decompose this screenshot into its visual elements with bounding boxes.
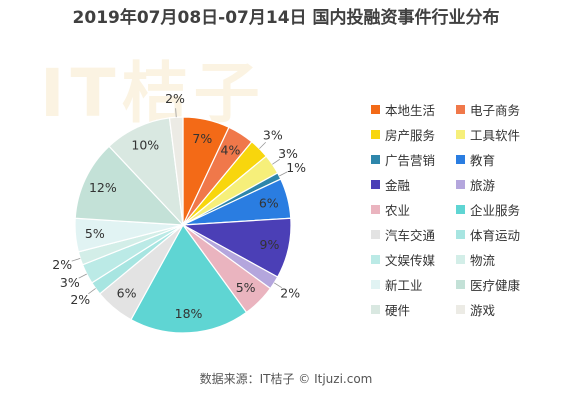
legend-item: 文娱传媒 [371,250,456,268]
leader-line [175,108,177,118]
legend-label: 硬件 [385,302,411,318]
legend-item: 汽车交通 [371,225,456,243]
legend-swatch [456,179,465,189]
legend-label: 广告营销 [385,152,436,168]
legend-label: 农业 [385,202,411,218]
legend-label: 电子商务 [470,102,521,118]
data-label: 9% [260,237,280,252]
legend-item: 广告营销 [371,150,456,168]
legend-swatch [371,279,380,289]
leader-line [88,288,96,295]
legend-label: 房产服务 [385,127,436,143]
legend-swatch [456,229,465,239]
data-label: 3% [60,275,80,290]
legend-swatch [456,304,465,314]
legend-item: 教育 [456,150,556,168]
legend-swatch [456,204,465,214]
chart-title: 2019年07月08日-07月14日 国内投融资事件行业分布 [72,8,500,28]
legend-item: 医疗健康 [456,275,556,293]
leader-line [71,257,81,262]
legend-item: 物流 [456,250,556,268]
data-label: 2% [52,257,72,272]
data-label: 5% [236,280,256,295]
legend-item: 企业服务 [456,200,556,218]
legend-label: 旅游 [470,177,496,193]
legend: 本地生活 电子商务房产服务 工具软件广告营销 教育金融 旅游农业 企业服务汽车交通 体育运动… [371,100,571,318]
legend-item: 金融 [371,175,456,193]
legend-item: 旅游 [456,175,556,193]
leader-line [78,273,87,279]
data-label: 2% [280,286,300,301]
data-label: 3% [263,128,283,143]
legend-label: 工具软件 [470,127,521,143]
legend-swatch [371,229,380,239]
legend-item: 房产服务 [371,125,456,143]
legend-swatch [371,129,380,139]
pie-slice-18 [168,116,184,226]
data-label: 5% [85,226,105,241]
data-label: 7% [192,131,212,146]
data-label: 6% [117,286,137,301]
leader-lines [71,108,288,295]
legend-label: 游戏 [470,302,496,318]
source-note: 数据来源：IT桔子 © Itjuzi.com [199,372,373,386]
data-label: 2% [165,91,185,106]
data-label: 10% [131,137,159,152]
legend-label: 医疗健康 [470,277,521,293]
legend-item: 本地生活 [371,100,456,118]
data-label: 1% [286,160,306,175]
leader-line [279,171,288,177]
legend-label: 企业服务 [470,202,521,218]
legend-label: 教育 [470,152,496,168]
legend-swatch [371,179,380,189]
leader-line [273,282,283,289]
legend-swatch [371,154,380,164]
legend-label: 本地生活 [385,102,436,118]
legend-item: 硬件 [371,300,456,318]
legend-swatch [371,304,380,314]
data-label: 3% [278,146,298,161]
legend-swatch [456,104,465,114]
legend-label: 金融 [385,177,411,193]
legend-item: 新工业 [371,275,456,293]
legend-item: 农业 [371,200,456,218]
legend-label: 文娱传媒 [385,252,436,268]
data-label: 2% [70,292,90,307]
legend-swatch [371,204,380,214]
watermark: IT桔子 [40,55,266,132]
legend-item: 体育运动 [456,225,556,243]
leader-line [272,158,280,165]
data-label: 18% [175,306,203,321]
legend-label: 体育运动 [470,227,521,243]
legend-swatch [456,129,465,139]
data-labels: 7%4%3%3%1%6%9%2%5%18%6%2%3%2%5%12%10%2% [52,91,306,321]
pie-slice-10 [130,223,248,334]
legend-label: 物流 [470,252,496,268]
legend-swatch [456,254,465,264]
legend-swatch [456,154,465,164]
legend-label: 新工业 [385,277,423,293]
data-label: 6% [259,195,279,210]
legend-swatch [371,104,380,114]
pie-slices [74,116,292,334]
data-label: 4% [221,143,241,158]
legend-swatch [456,279,465,289]
leader-line [259,141,267,149]
pie-slice-16 [74,145,185,226]
legend-item: 工具软件 [456,125,556,143]
legend-swatch [371,254,380,264]
data-label: 12% [89,180,117,195]
legend-label: 汽车交通 [385,227,436,243]
legend-item: 电子商务 [456,100,556,118]
legend-item: 游戏 [456,300,556,318]
